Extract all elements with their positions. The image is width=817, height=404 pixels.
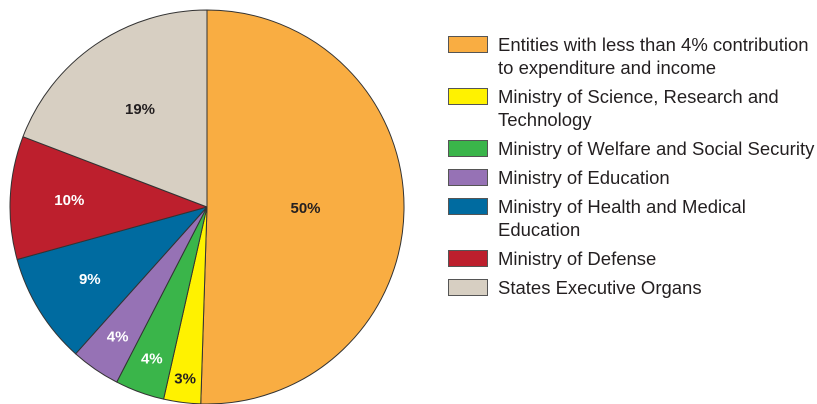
pie-slice-value-label: 4% [107, 328, 129, 345]
legend-item-science: Ministry of Science, Research and Techno… [448, 85, 817, 131]
pie-slice-labels: 50% 3% 4% 4% 9% 10% 19% [54, 101, 320, 387]
pie-slice-value-label: 50% [290, 200, 320, 217]
pie-slice-value-label: 4% [141, 350, 163, 367]
pie-slice [16, 206, 208, 355]
pie-slice-value-label: 3% [174, 371, 196, 388]
legend-item-welfare: Ministry of Welfare and Social Security [448, 137, 817, 160]
legend-label: Entities with less than 4% contribution … [498, 34, 809, 78]
pie-slice-value-label: 10% [54, 192, 84, 209]
legend-label: Ministry of Welfare and Social Security [498, 138, 815, 159]
legend-label: States Executive Organs [498, 277, 702, 298]
legend-swatch [448, 140, 488, 157]
legend-swatch [448, 279, 488, 296]
legend-label: Ministry of Education [498, 167, 670, 188]
pie-slice [22, 9, 208, 208]
pie-slice [200, 9, 405, 404]
legend-swatch [448, 36, 488, 53]
legend-label: Ministry of Health and Medical Education [498, 196, 746, 240]
legend-item-health: Ministry of Health and Medical Education [448, 195, 817, 241]
legend-swatch [448, 250, 488, 267]
pie-slice-value-label: 19% [125, 101, 155, 118]
legend-item-entities: Entities with less than 4% contribution … [448, 33, 817, 79]
legend-swatch [448, 88, 488, 105]
pie-slices [9, 9, 405, 404]
pie-slice-value-label: 9% [79, 271, 101, 288]
legend-swatch [448, 198, 488, 215]
legend-item-education: Ministry of Education [448, 166, 817, 189]
legend-item-defense: Ministry of Defense [448, 247, 817, 270]
legend: Entities with less than 4% contribution … [448, 33, 817, 305]
legend-label: Ministry of Defense [498, 248, 657, 269]
legend-label: Ministry of Science, Research and Techno… [498, 86, 779, 130]
pie-chart-svg: 50% 3% 4% 4% 9% 10% 19% [9, 9, 405, 404]
pie-slice [9, 136, 208, 260]
legend-swatch [448, 169, 488, 186]
legend-item-states-executive: States Executive Organs [448, 276, 817, 299]
